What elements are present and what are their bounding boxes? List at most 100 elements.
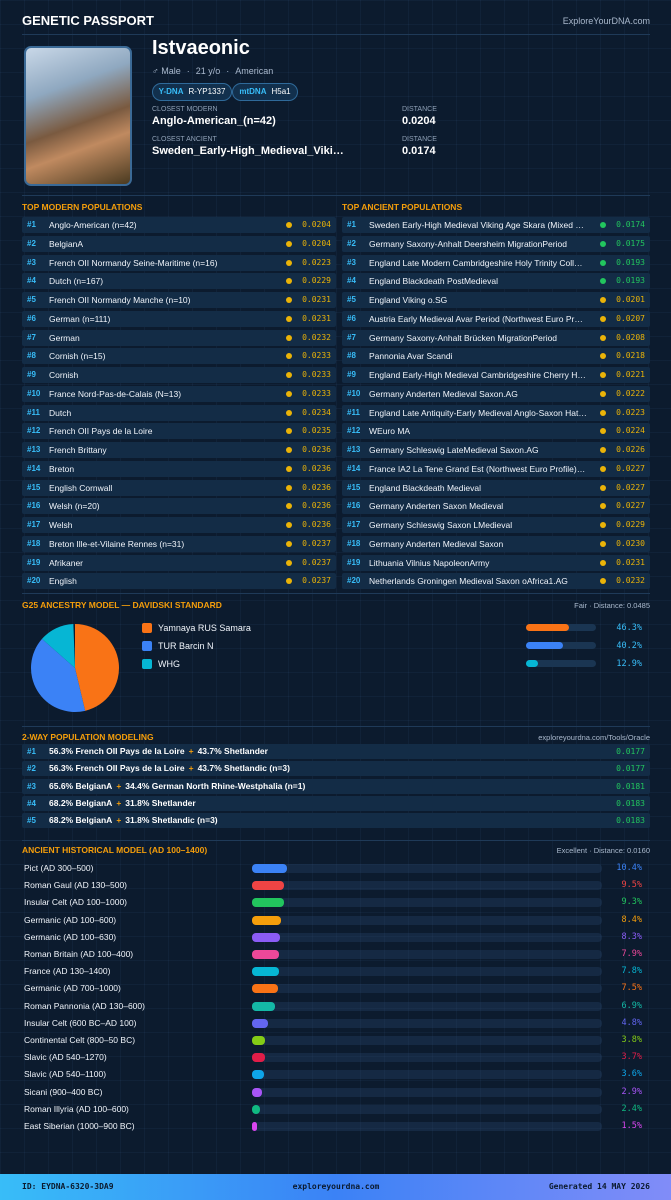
component-name: Yamnaya RUS Samara	[158, 623, 251, 633]
population-row: #10 Germany Anderten Medieval Saxon.AG 0.0…	[342, 385, 650, 402]
population-row: #7 German 0.0232	[22, 329, 336, 346]
distance: 0.0236	[302, 445, 331, 454]
era-bar	[252, 1104, 261, 1114]
rank: #4	[347, 276, 356, 286]
era-name: Sicani (900–400 BC)	[24, 1086, 103, 1097]
population-row: #14 France IA2 La Tene Grand Est (Northwe…	[342, 460, 650, 477]
section-title: G25 ANCESTRY MODEL — DAVIDSKI STANDARD	[22, 600, 222, 610]
distance-label: DISTANCE	[402, 136, 437, 143]
pie-slice	[75, 624, 120, 711]
distance-dot	[286, 409, 292, 416]
distance-dot	[286, 428, 292, 435]
distance-dot	[286, 447, 292, 453]
population-name: German (n=111)	[49, 313, 111, 324]
haplogroup-badge: Y-DNA R-YP1337	[152, 83, 232, 101]
divider	[22, 726, 650, 727]
rank: #12	[347, 426, 361, 436]
pie-chart	[30, 624, 120, 712]
population-row: #4 England Blackdeath PostMedieval 0.0193	[342, 273, 650, 290]
distance: 0.0224	[616, 426, 645, 436]
model-text: 68.2% BelgianA +31.8% Shetlander	[49, 796, 196, 811]
distance: 0.0236	[302, 501, 331, 511]
distance: 0.0204	[302, 220, 331, 229]
distance: 0.0231	[302, 313, 331, 323]
rank: #4	[27, 276, 36, 286]
tool-link: exploreyourdna.com/Tools/Oracle	[538, 733, 650, 742]
distance-dot	[600, 428, 606, 435]
footer-site: exploreyourdna.com	[292, 1182, 380, 1191]
meta-item: American	[235, 66, 274, 76]
model-row: #4 68.2% BelgianA +31.8% Shetlander 0.0183	[22, 795, 650, 811]
population-row: #8 Cornish (n=15) 0.0233	[22, 348, 336, 365]
rank: #3	[347, 257, 356, 267]
model-text: 65.6% BelgianA +34.4% German North Rhine-…	[49, 779, 305, 794]
distance-dot	[286, 484, 292, 491]
era-pct: 7.5%	[621, 983, 642, 994]
distance-value: 0.0174	[402, 145, 436, 157]
rank: #5	[27, 295, 36, 304]
era-name: Continental Celt (800–50 BC)	[24, 1035, 136, 1045]
era-bar	[252, 1053, 265, 1063]
meta-item: ·	[186, 66, 190, 76]
bar-track	[252, 1122, 602, 1131]
era-bar	[252, 1001, 276, 1011]
rank: #20	[27, 576, 41, 586]
bar-track	[252, 1018, 602, 1028]
distance-dot	[600, 315, 606, 322]
footer-date: Generated 14 MAY 2026	[548, 1182, 650, 1191]
population-name: England Late Modern Cambridgeshire Holy …	[369, 257, 587, 268]
rank: #2	[27, 238, 36, 248]
distance-dot	[600, 222, 606, 228]
distance-dot	[600, 259, 606, 266]
population-name: Cornish (n=15)	[49, 351, 106, 362]
bar-track	[252, 1053, 602, 1063]
distance: 0.0232	[616, 576, 645, 586]
era-name: Germanic (AD 700–1000)	[24, 983, 121, 994]
distance-dot	[600, 540, 606, 547]
era-pct: 3.6%	[621, 1069, 642, 1080]
distance: 0.0193	[616, 257, 645, 267]
pie-slice	[30, 638, 86, 712]
population-name: French OII Pays de la Loire	[49, 426, 153, 437]
section-title: 2-WAY POPULATION MODELING	[22, 732, 154, 742]
population-row: #3 French OII Normandy Seine-Maritime (n=…	[22, 254, 336, 271]
distance-dot	[286, 540, 292, 547]
rank: #17	[27, 520, 41, 529]
rank: #18	[27, 538, 41, 548]
population-row: #2 Germany Saxony-Anhalt Deersheim Migrat…	[342, 235, 650, 252]
era-pct: 2.9%	[621, 1086, 642, 1097]
distance: 0.0201	[616, 295, 645, 304]
era-pct: 7.9%	[621, 949, 642, 959]
distance: 0.0233	[302, 370, 331, 379]
source-b: 43.7% Shetlander	[197, 746, 268, 756]
era-bar	[252, 881, 285, 891]
population-row: #16 Germany Anderten Saxon Medieval 0.0227	[342, 498, 650, 515]
population-row: #18 Breton Ille-et-Vilaine Rennes (n=31) 0…	[22, 535, 336, 552]
distance-dot	[286, 297, 292, 303]
rank: #16	[27, 501, 41, 511]
population-name: France Nord-Pas-de-Calais (N=13)	[49, 388, 182, 399]
model-row: #2 56.3% French OII Pays de la Loire +43.7…	[22, 761, 650, 777]
era-name: Germanic (AD 100–630)	[24, 931, 117, 942]
rank: #6	[27, 313, 36, 323]
era-pct: 9.5%	[621, 880, 642, 891]
rank: #1	[347, 220, 356, 229]
distance-dot	[600, 334, 606, 341]
population-name: Welsh	[49, 520, 73, 530]
population-row: #19 Afrikaner 0.0237	[22, 554, 336, 571]
era-bar	[252, 1087, 262, 1097]
distance: 0.0235	[302, 426, 331, 436]
population-name: Welsh (n=20)	[49, 501, 100, 512]
distance: 0.0207	[616, 313, 645, 323]
distance: 0.0231	[302, 295, 331, 304]
model-row: #3 65.6% BelgianA +34.4% German North Rhin…	[22, 778, 650, 794]
distance-label: DISTANCE	[402, 106, 437, 113]
population-name: England Blackdeath Medieval	[369, 482, 481, 493]
bar-track	[252, 932, 602, 942]
rank: #2	[27, 764, 36, 774]
population-row: #6 German (n=111) 0.0231	[22, 310, 336, 327]
distance: 0.0193	[616, 276, 645, 286]
population-row: #7 Germany Saxony-Anhalt Brücken Migratio…	[342, 329, 650, 346]
distance-dot	[286, 503, 292, 510]
population-name: Germany Saxony-Anhalt Deersheim Migratio…	[369, 238, 567, 249]
